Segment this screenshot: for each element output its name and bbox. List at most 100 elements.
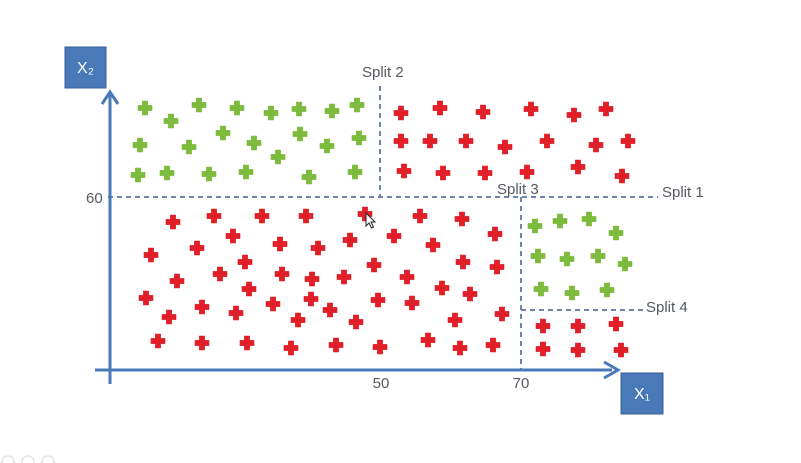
red-plus-marker <box>189 240 205 256</box>
split-3-label: Split 3 <box>497 181 539 198</box>
green-plus-marker <box>533 281 549 297</box>
red-plus-marker <box>150 333 166 349</box>
green-plus-marker <box>137 100 153 116</box>
red-plus-marker <box>161 309 177 325</box>
red-plus-marker <box>399 269 415 285</box>
green-plus-marker <box>319 138 335 154</box>
green-plus-marker <box>559 251 575 267</box>
red-plus-marker <box>588 137 604 153</box>
green-plus-marker <box>215 125 231 141</box>
red-plus-marker <box>239 335 255 351</box>
red-plus-marker <box>519 164 535 180</box>
green-plus-marker <box>347 164 363 180</box>
red-plus-marker <box>194 299 210 315</box>
red-plus-marker <box>322 302 338 318</box>
red-plus-marker <box>489 259 505 275</box>
green-plus-marker <box>552 213 568 229</box>
green-plus-marker <box>163 113 179 129</box>
red-plus-marker <box>283 340 299 356</box>
split-4-label: Split 4 <box>646 299 688 316</box>
red-plus-marker <box>566 107 582 123</box>
red-plus-marker <box>165 214 181 230</box>
red-plus-marker <box>138 290 154 306</box>
red-plus-marker <box>608 316 624 332</box>
green-plus-marker <box>324 103 340 119</box>
red-plus-marker <box>169 273 185 289</box>
red-plus-marker <box>497 139 513 155</box>
red-plus-marker <box>475 104 491 120</box>
green-plus-marker <box>564 285 580 301</box>
split-2-label: Split 2 <box>362 64 404 81</box>
red-plus-marker <box>535 318 551 334</box>
red-plus-marker <box>310 240 326 256</box>
data-markers <box>130 97 636 358</box>
x-axis-label: X₁ <box>634 386 650 403</box>
red-plus-marker <box>432 100 448 116</box>
red-plus-marker <box>194 335 210 351</box>
red-plus-marker <box>370 292 386 308</box>
green-plus-marker <box>527 218 543 234</box>
y-axis-label-box: X₂ <box>64 46 107 89</box>
red-plus-marker <box>452 340 468 356</box>
red-plus-marker <box>620 133 636 149</box>
red-plus-marker <box>539 133 555 149</box>
red-plus-marker <box>477 165 493 181</box>
red-plus-marker <box>241 281 257 297</box>
red-plus-marker <box>454 211 470 227</box>
green-plus-marker <box>617 256 633 272</box>
split-lines <box>108 86 658 370</box>
split-1-label: Split 1 <box>662 184 704 201</box>
green-plus-marker <box>351 130 367 146</box>
red-plus-marker <box>487 226 503 242</box>
red-plus-marker <box>212 266 228 282</box>
green-plus-marker <box>238 164 254 180</box>
red-plus-marker <box>420 332 436 348</box>
red-plus-marker <box>265 296 281 312</box>
red-plus-marker <box>304 271 320 287</box>
red-plus-marker <box>366 257 382 273</box>
green-plus-marker <box>201 166 217 182</box>
red-plus-marker <box>225 228 241 244</box>
red-plus-marker <box>613 342 629 358</box>
red-plus-marker <box>254 208 270 224</box>
red-plus-marker <box>274 266 290 282</box>
corner-decoration <box>1 455 55 463</box>
red-plus-marker <box>570 342 586 358</box>
red-plus-marker <box>455 254 471 270</box>
green-plus-marker <box>581 211 597 227</box>
green-plus-marker <box>270 149 286 165</box>
green-plus-marker <box>159 165 175 181</box>
red-plus-marker <box>598 101 614 117</box>
green-plus-marker <box>132 137 148 153</box>
green-plus-marker <box>301 169 317 185</box>
red-plus-marker <box>425 237 441 253</box>
red-plus-marker <box>614 168 630 184</box>
green-plus-marker <box>599 282 615 298</box>
green-plus-marker <box>590 248 606 264</box>
green-plus-marker <box>291 101 307 117</box>
red-plus-marker <box>396 163 412 179</box>
red-plus-marker <box>206 208 222 224</box>
red-plus-marker <box>143 247 159 263</box>
red-plus-marker <box>435 165 451 181</box>
red-plus-marker <box>228 305 244 321</box>
red-plus-marker <box>386 228 402 244</box>
red-plus-marker <box>336 269 352 285</box>
green-plus-marker <box>246 135 262 151</box>
red-plus-marker <box>342 232 358 248</box>
mouse-cursor-icon <box>365 211 377 229</box>
green-plus-marker <box>292 126 308 142</box>
red-plus-marker <box>485 337 501 353</box>
red-plus-marker <box>434 280 450 296</box>
red-plus-marker <box>412 208 428 224</box>
red-plus-marker <box>494 306 510 322</box>
green-plus-marker <box>181 139 197 155</box>
x-axis-arrowhead <box>603 360 622 380</box>
green-plus-marker <box>130 167 146 183</box>
green-plus-marker <box>530 248 546 264</box>
red-plus-marker <box>272 236 288 252</box>
red-plus-marker <box>462 286 478 302</box>
red-plus-marker <box>290 312 306 328</box>
axes <box>95 89 622 384</box>
red-plus-marker <box>570 318 586 334</box>
